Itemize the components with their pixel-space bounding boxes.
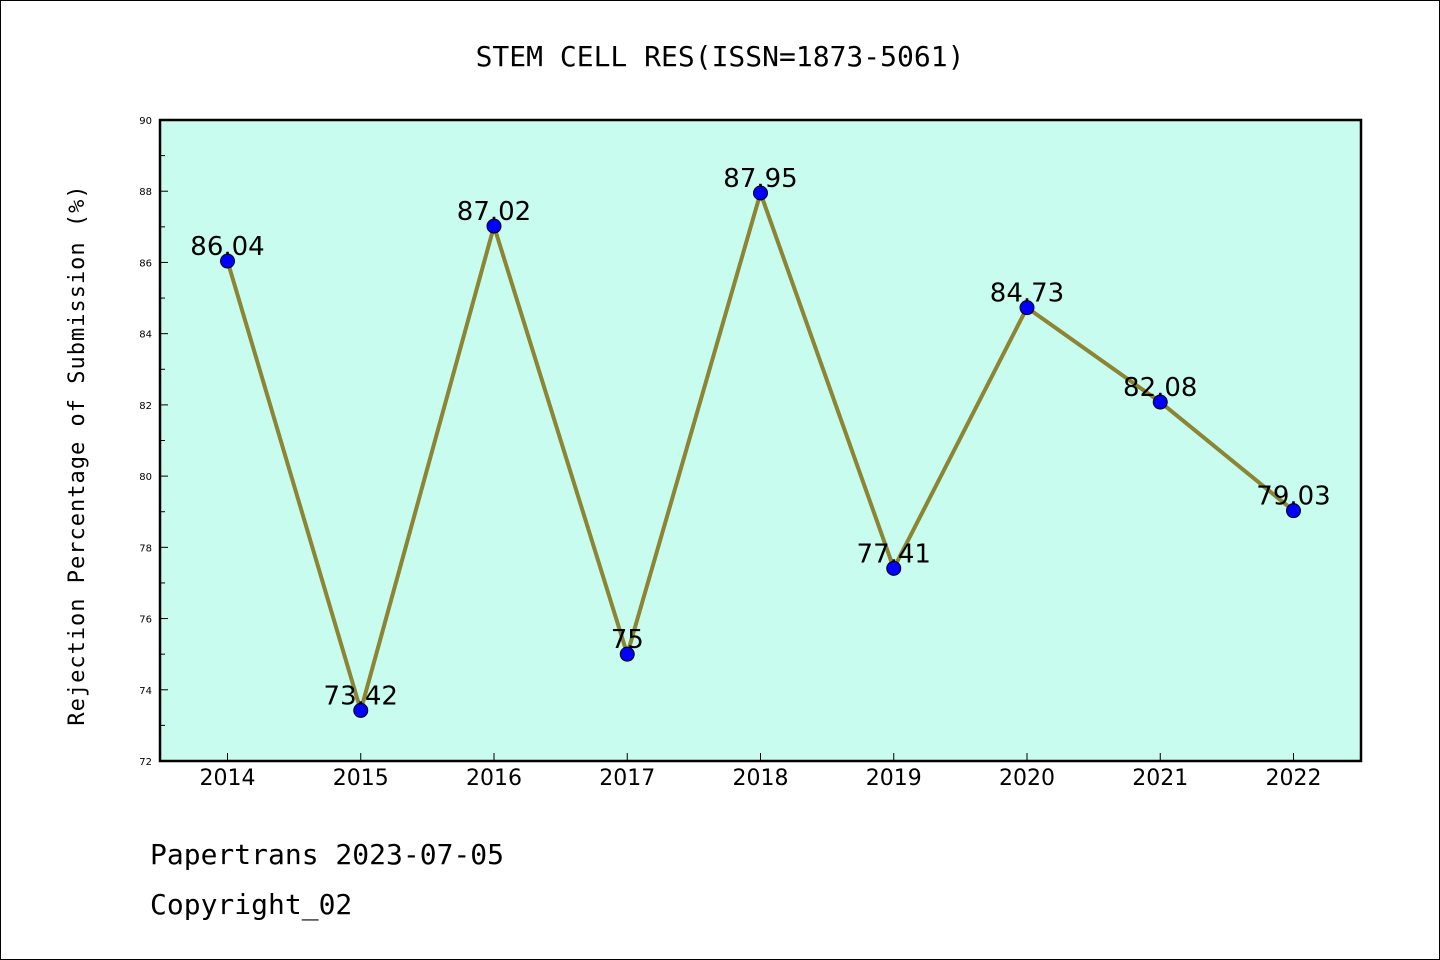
data-label: 77.41: [857, 539, 931, 569]
plot-border: [158, 118, 1363, 763]
data-point: [753, 185, 768, 201]
x-tick-label: 2016: [466, 766, 522, 791]
data-label: 84.73: [990, 279, 1064, 309]
data-point: [220, 253, 235, 269]
data-label: 86.04: [190, 232, 264, 262]
x-tick-label: 2021: [1132, 766, 1188, 791]
footer-date: Papertrans 2023-07-05: [150, 838, 504, 871]
data-point: [886, 560, 902, 576]
data-label: 79.03: [1256, 482, 1330, 512]
data-point: [1019, 300, 1035, 316]
data-point: [486, 218, 502, 234]
plot-area: [160, 120, 1361, 761]
x-tick-label: 2018: [733, 766, 789, 791]
x-tick-label: 2020: [999, 766, 1055, 791]
data-label: 87.95: [723, 164, 797, 194]
data-label: 75: [611, 625, 644, 655]
x-tick-label: 2017: [599, 766, 655, 791]
data-label: 73.42: [324, 681, 398, 711]
y-tick-label: 84: [139, 330, 152, 341]
data-point: [1286, 503, 1301, 519]
y-tick-label: 82: [139, 401, 152, 412]
y-axis-label: Rejection Percentage of Submission (%): [65, 184, 90, 725]
footer-copyright: Copyright_02: [150, 888, 352, 922]
x-axis: 2014 2015 2016 2017 2018 2019 2020 2021 2022: [200, 753, 1322, 791]
chart-title: STEM CELL RES(ISSN=1873-5061): [476, 40, 965, 73]
data-point: [1152, 394, 1168, 410]
y-tick-label: 80: [139, 472, 152, 483]
x-tick-label: 2014: [200, 766, 256, 791]
y-tick-label: 74: [139, 686, 152, 697]
y-tick-label: 78: [139, 543, 152, 554]
data-point: [619, 646, 635, 662]
series-group: 86.04 73.42 87.02 75 87.95 77.41 84.73 82.08 79.…: [190, 164, 1331, 718]
y-tick-label: 76: [139, 615, 152, 626]
data-point: [353, 702, 369, 718]
y-tick-label: 90: [139, 116, 152, 127]
x-tick-label: 2022: [1266, 766, 1322, 791]
y-tick-label: 86: [139, 258, 152, 269]
data-label: 82.08: [1123, 373, 1197, 403]
x-tick-label: 2015: [333, 766, 389, 791]
data-label: 87.02: [457, 197, 531, 227]
y-tick-label: 72: [139, 757, 152, 768]
y-tick-label: 88: [139, 187, 152, 198]
x-tick-label: 2019: [866, 766, 922, 791]
